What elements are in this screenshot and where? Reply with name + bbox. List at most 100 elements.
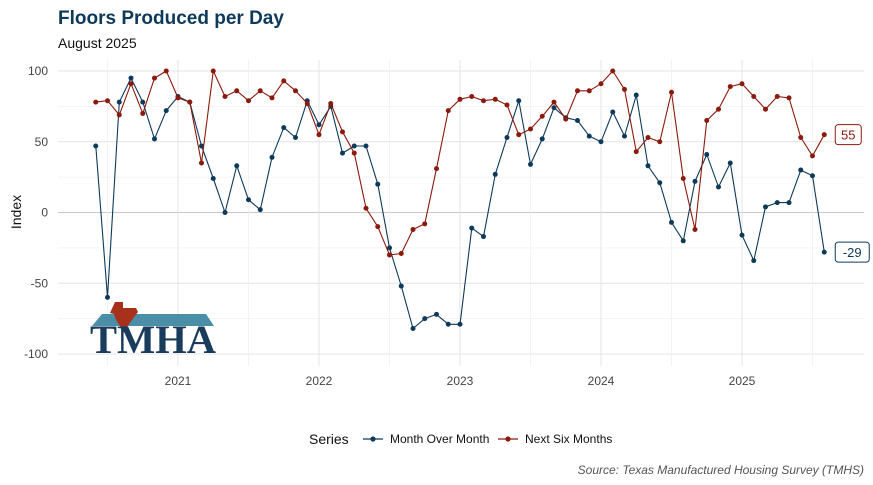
y-tick-label: -100 (24, 347, 48, 361)
data-point (774, 200, 780, 206)
data-point (821, 249, 827, 255)
data-point (633, 149, 639, 155)
end-label-text: -29 (843, 245, 862, 260)
data-point (210, 68, 216, 74)
data-point (257, 88, 263, 94)
source-note: Source: Texas Manufactured Housing Surve… (578, 463, 864, 477)
data-point (234, 88, 240, 94)
data-point (528, 126, 533, 132)
data-point (680, 176, 686, 182)
data-point (786, 200, 792, 206)
data-point (269, 154, 275, 160)
data-point (492, 171, 498, 177)
data-point (105, 98, 110, 104)
data-point (434, 311, 439, 317)
data-point (492, 96, 498, 102)
data-point (504, 102, 510, 108)
data-point (281, 125, 287, 131)
data-point (539, 113, 545, 119)
x-tick-label: 2022 (306, 374, 333, 388)
chart-subtitle: August 2025 (58, 35, 137, 51)
data-point (422, 316, 428, 322)
x-tick-label: 2023 (447, 374, 474, 388)
data-point (93, 143, 99, 149)
data-point (469, 93, 475, 99)
y-tick-label: 100 (28, 64, 48, 78)
legend-title: Series (309, 431, 349, 447)
end-label-box (834, 241, 870, 263)
data-point (445, 321, 451, 327)
y-axis-title: Index (8, 195, 24, 229)
data-point (199, 160, 204, 166)
data-point (551, 105, 557, 111)
data-point (481, 234, 486, 240)
data-point (657, 139, 663, 145)
data-point (246, 197, 251, 203)
end-label-text: 55 (841, 128, 855, 143)
x-axis-ticks: 2021 2022 2023 2024 2025 (165, 374, 756, 388)
data-point (116, 99, 122, 105)
data-point (457, 96, 463, 102)
data-point (163, 68, 169, 74)
data-point (622, 86, 627, 92)
data-point (469, 225, 475, 231)
data-point (316, 122, 322, 128)
data-point (551, 99, 557, 105)
y-tick-label: 0 (41, 206, 48, 220)
data-point (140, 99, 146, 105)
data-point (457, 321, 463, 327)
data-point (387, 252, 392, 258)
data-point (445, 108, 451, 114)
data-point (727, 160, 733, 166)
y-tick-label: 50 (35, 135, 49, 149)
data-point (199, 143, 204, 149)
data-point (340, 129, 345, 135)
legend-dot-mom (370, 436, 376, 442)
data-point (563, 116, 569, 122)
data-point (163, 108, 169, 114)
data-point (692, 178, 698, 184)
data-point (598, 139, 604, 145)
end-label: 55 (834, 124, 862, 146)
data-point (116, 112, 122, 118)
data-point (387, 245, 392, 251)
x-tick-label: 2025 (729, 374, 756, 388)
tmha-logo: TMHA (90, 302, 216, 362)
series-next-six-months (93, 68, 827, 258)
grid (58, 60, 864, 366)
legend-label-mom: Month Over Month (390, 432, 489, 446)
series-layer (93, 68, 827, 332)
data-point (739, 81, 745, 87)
data-point (152, 75, 157, 81)
data-point (375, 224, 381, 230)
data-point (398, 283, 404, 289)
data-point (293, 88, 298, 94)
data-point (586, 88, 592, 94)
legend-item-month-over-month: Month Over Month (363, 432, 489, 446)
legend-label-nsm: Next Six Months (525, 432, 612, 446)
data-point (704, 118, 710, 124)
data-point (633, 92, 639, 98)
data-point (586, 133, 592, 139)
data-point (763, 106, 768, 112)
data-point (727, 84, 733, 90)
data-point (516, 98, 522, 104)
legend-dot-nsm (505, 436, 511, 442)
data-point (716, 184, 721, 190)
data-point (281, 78, 287, 84)
data-point (93, 99, 99, 105)
data-point (152, 136, 157, 142)
data-point (316, 132, 322, 138)
data-point (363, 143, 369, 149)
data-point (716, 106, 721, 112)
data-point (622, 133, 627, 139)
data-point (810, 173, 815, 179)
data-point (504, 135, 510, 141)
data-point (222, 93, 228, 99)
data-point (269, 95, 275, 101)
data-point (786, 95, 792, 101)
data-point (222, 210, 228, 215)
data-point (257, 207, 263, 213)
data-point (434, 166, 439, 172)
data-point (669, 89, 674, 95)
